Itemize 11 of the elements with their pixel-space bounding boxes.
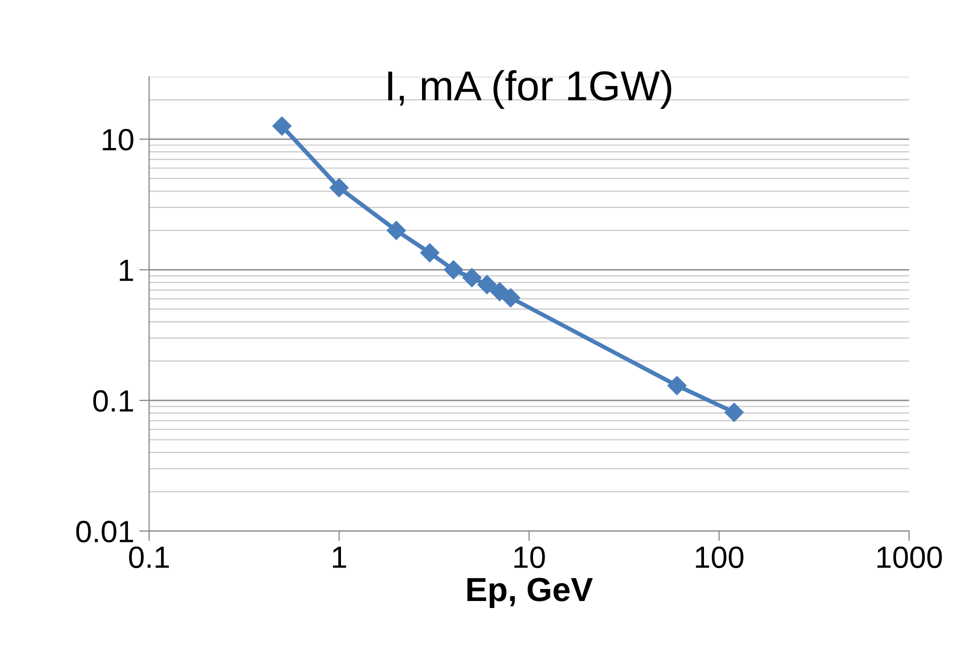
x-tick-label: 10 bbox=[514, 546, 545, 568]
x-tick-label: 0.1 bbox=[129, 546, 169, 568]
y-tick-label: 0.01 bbox=[76, 520, 134, 542]
chart-title: I, mA (for 1GW) bbox=[388, 70, 672, 109]
x-tick-label: 1 bbox=[332, 546, 346, 568]
y-tick-label: 10 bbox=[102, 128, 134, 151]
y-tick-label: 0.1 bbox=[93, 390, 134, 412]
x-tick-label: 1000 bbox=[877, 546, 942, 568]
x-tick-label: 100 bbox=[696, 546, 744, 568]
y-tick-label: 1 bbox=[120, 260, 134, 281]
x-axis-title: Ep, GeV bbox=[467, 578, 593, 608]
